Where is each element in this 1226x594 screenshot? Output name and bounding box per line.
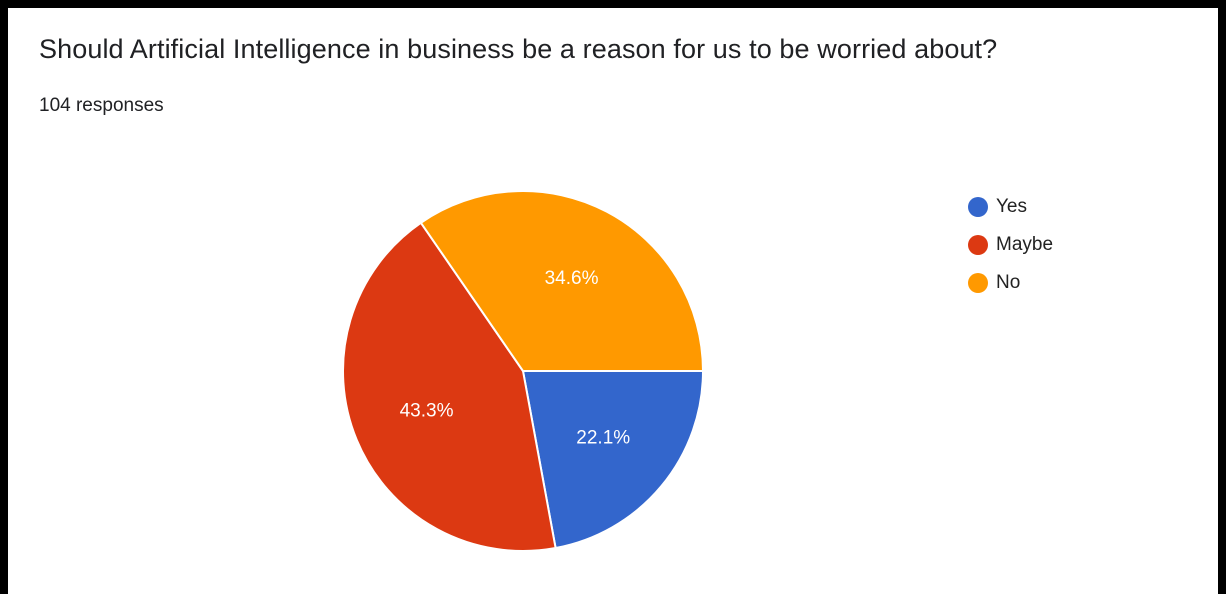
pie-chart: 22.1% 43.3% 34.6% bbox=[342, 190, 705, 552]
legend-item-no[interactable]: No bbox=[968, 264, 1053, 302]
chart-legend: Yes Maybe No bbox=[968, 188, 1053, 302]
pie-slice-no[interactable] bbox=[419, 190, 705, 372]
legend-label-no: No bbox=[996, 272, 1021, 293]
question-title: Should Artificial Intelligence in busine… bbox=[39, 34, 998, 64]
pie-label-maybe: 43.3% bbox=[400, 400, 454, 421]
chart-card: Should Artificial Intelligence in busine… bbox=[8, 8, 1218, 594]
legend-label-yes: Yes bbox=[996, 196, 1027, 217]
pie-labels: 22.1% 43.3% 34.6% bbox=[400, 268, 631, 448]
pie-slice-yes[interactable] bbox=[521, 370, 705, 550]
legend-item-yes[interactable]: Yes bbox=[968, 188, 1053, 226]
legend-swatch-maybe bbox=[968, 235, 988, 255]
pie-label-yes: 22.1% bbox=[576, 427, 630, 448]
pie-slices bbox=[342, 190, 705, 552]
legend-label-maybe: Maybe bbox=[996, 234, 1054, 255]
legend-item-maybe[interactable]: Maybe bbox=[968, 226, 1053, 264]
legend-swatch-yes bbox=[968, 197, 988, 217]
response-count: 104 responses bbox=[39, 95, 164, 116]
legend-swatch-no bbox=[968, 273, 988, 293]
pie-label-no: 34.6% bbox=[545, 268, 599, 289]
pie-slice-maybe[interactable] bbox=[342, 221, 557, 552]
